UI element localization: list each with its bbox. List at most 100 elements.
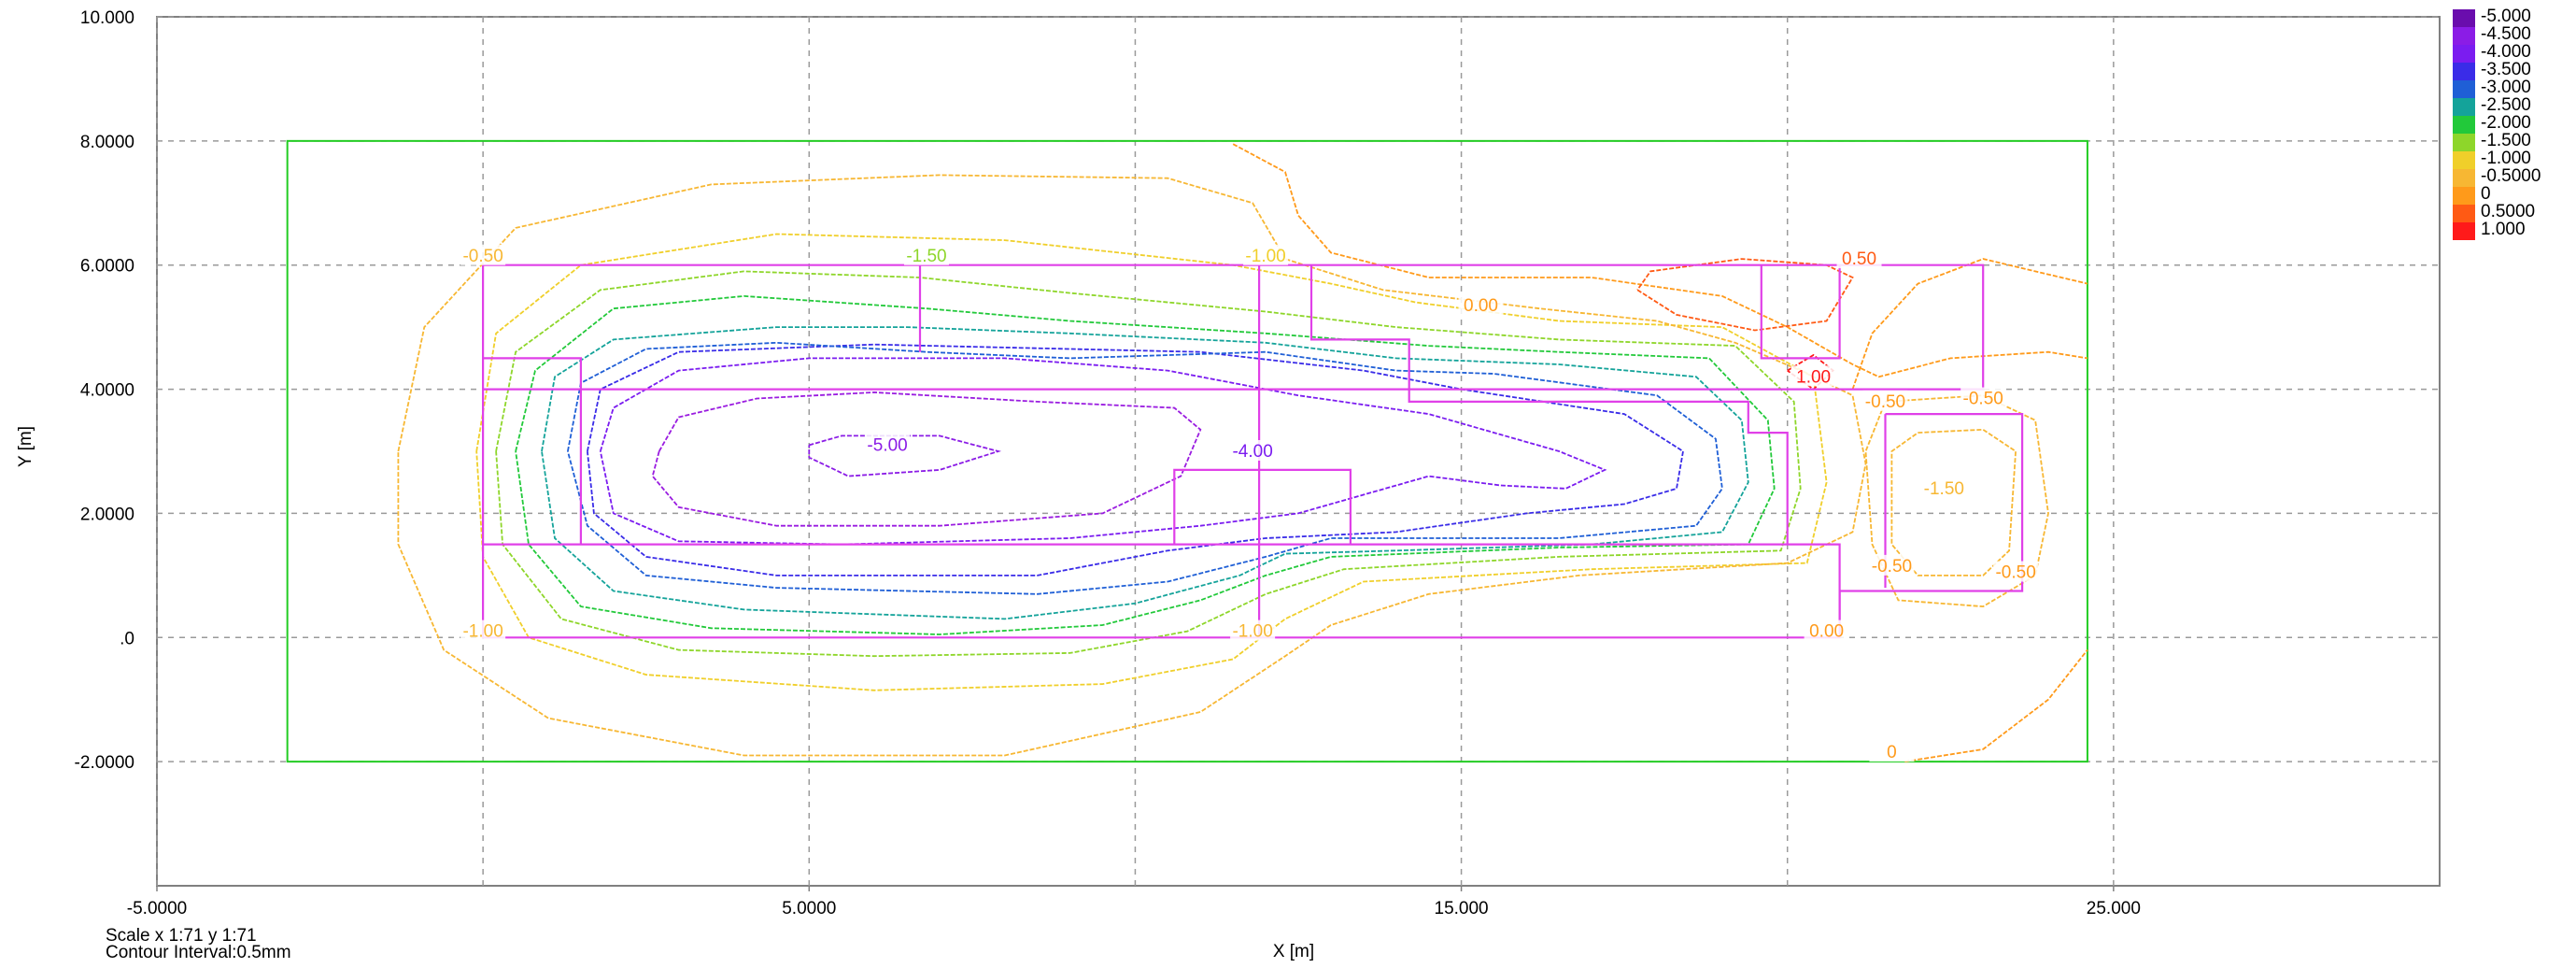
scale-readout: Scale x 1:71 y 1:71 bbox=[106, 926, 257, 946]
contour-line bbox=[1232, 143, 2088, 378]
contour-label-bg bbox=[1230, 619, 1276, 641]
contour-interval-readout: Contour Interval:0.5mm bbox=[106, 943, 291, 962]
legend-swatch bbox=[2453, 98, 2475, 116]
contour-label-bg bbox=[1804, 619, 1849, 641]
legend-swatch bbox=[2453, 9, 2475, 27]
structure-outline bbox=[483, 357, 582, 545]
contour-line bbox=[1851, 258, 2088, 390]
contour-line bbox=[1904, 649, 2088, 762]
contour-label-bg bbox=[460, 619, 506, 641]
contour-label-bg bbox=[1243, 244, 1289, 265]
contour-line bbox=[541, 326, 1749, 620]
legend: -5.000-4.500-4.000-3.500-3.000-2.500-2.0… bbox=[2453, 7, 2541, 240]
legend-label: -1.000 bbox=[2481, 149, 2531, 168]
legend-label: -4.500 bbox=[2481, 24, 2531, 44]
legend-swatch bbox=[2453, 134, 2475, 151]
x-tick-label: 15.000 bbox=[1435, 899, 1489, 918]
legend-swatch bbox=[2453, 27, 2475, 45]
contour-label: 1.00 bbox=[1796, 367, 1831, 387]
contour-line bbox=[587, 343, 1684, 577]
contour-label: -0.50 bbox=[1872, 557, 1912, 577]
contour-label-bg bbox=[865, 434, 911, 455]
y-tick-label: .0 bbox=[120, 629, 134, 648]
contour-label: -0.50 bbox=[1963, 390, 2003, 409]
legend-label: 0 bbox=[2481, 184, 2491, 204]
contour-label-bg bbox=[1921, 477, 1967, 498]
plot-frame bbox=[156, 16, 2441, 887]
contour-line bbox=[599, 357, 1607, 546]
x-axis-label: X [m] bbox=[1273, 942, 1314, 961]
contour-label-bg bbox=[903, 244, 949, 265]
structure-outline bbox=[483, 543, 1841, 638]
legend-swatch bbox=[2453, 222, 2475, 240]
legend-swatch bbox=[2453, 80, 2475, 98]
contour-line bbox=[515, 294, 1776, 635]
x-tick-label: 25.000 bbox=[2087, 899, 2141, 918]
legend-label: -1.500 bbox=[2481, 131, 2531, 150]
contour-line bbox=[567, 341, 1723, 595]
y-tick-label: 8.0000 bbox=[80, 133, 134, 152]
y-axis-label: Y [m] bbox=[16, 426, 35, 467]
y-tick-label: 2.0000 bbox=[80, 505, 134, 524]
contour-line bbox=[495, 270, 1802, 658]
x-tick-label: 5.0000 bbox=[782, 899, 836, 918]
structure-outline bbox=[1309, 264, 1789, 545]
contour-label: 0.50 bbox=[1842, 249, 1876, 269]
contour-label-bg bbox=[1862, 390, 1908, 411]
contour-label-bg bbox=[1458, 293, 1504, 315]
contour-label: -1.00 bbox=[1232, 622, 1272, 642]
structure-outline bbox=[1760, 264, 1841, 360]
structure-outline bbox=[1173, 468, 1352, 545]
legend-swatch bbox=[2453, 45, 2475, 63]
contour-label-bg bbox=[1869, 741, 1915, 762]
contour-label-bg bbox=[1960, 387, 2006, 408]
contour-line bbox=[397, 174, 1867, 757]
contour-label: -1.00 bbox=[1245, 247, 1285, 266]
boundary-layer bbox=[286, 139, 2088, 763]
legend-label: -0.5000 bbox=[2481, 166, 2541, 186]
contour-label-layer: -5.00 -4.00 -1.50 -1.50 -1.00 -0.50 0.00 0 0.50 1… bbox=[460, 244, 2039, 762]
legend-label: -5.000 bbox=[2481, 7, 2531, 26]
plot-area: -5.00 -4.00 -1.50 -1.50 -1.00 -0.50 0.00 0 0.50 1… bbox=[156, 16, 2441, 887]
y-axis-ticks: 10.000 8.0000 6.0000 4.0000 2.0000 .0 -2.0000 bbox=[75, 8, 134, 773]
x-axis-ticks: -5.0000 5.0000 15.000 25.000 bbox=[127, 886, 2141, 918]
contour-label-bg bbox=[1993, 561, 2039, 582]
contour-label: -0.50 bbox=[1995, 563, 2035, 583]
legend-swatch bbox=[2453, 169, 2475, 187]
contour-line bbox=[651, 391, 1202, 527]
legend-label: -2.000 bbox=[2481, 113, 2531, 133]
legend-label: -4.000 bbox=[2481, 42, 2531, 62]
contour-label: -0.50 bbox=[1865, 392, 1905, 412]
y-tick-label: 6.0000 bbox=[80, 257, 134, 277]
contour-label: -1.50 bbox=[906, 247, 946, 266]
contour-label-bg bbox=[1790, 365, 1836, 387]
legend-swatch bbox=[2453, 116, 2475, 134]
legend-label: 0.5000 bbox=[2481, 202, 2535, 221]
legend-swatch bbox=[2453, 63, 2475, 80]
y-tick-label: 10.000 bbox=[80, 8, 134, 28]
legend-label: -3.500 bbox=[2481, 60, 2531, 79]
legend-label: -3.000 bbox=[2481, 78, 2531, 97]
legend-swatch bbox=[2453, 205, 2475, 222]
contour-label: -1.50 bbox=[1924, 479, 1964, 499]
contour-line bbox=[475, 233, 1828, 691]
legend-swatch bbox=[2453, 151, 2475, 169]
contour-label: -4.00 bbox=[1232, 442, 1272, 462]
boundary-rect bbox=[286, 139, 2088, 763]
structure-outline bbox=[483, 263, 1985, 391]
contour-label: 0.00 bbox=[1809, 622, 1844, 642]
contour-label: -5.00 bbox=[867, 435, 907, 455]
legend-label: -2.500 bbox=[2481, 95, 2531, 115]
contour-line bbox=[1890, 428, 2017, 577]
contour-line bbox=[808, 434, 1002, 477]
y-tick-label: -2.0000 bbox=[75, 753, 134, 773]
x-tick-label: -5.0000 bbox=[127, 899, 187, 918]
contour-label: 0 bbox=[1887, 743, 1897, 762]
contour-label: -1.00 bbox=[462, 622, 502, 642]
contour-label-bg bbox=[1836, 248, 1882, 269]
legend-label: 1.000 bbox=[2481, 220, 2526, 239]
y-tick-label: 4.0000 bbox=[80, 381, 134, 401]
contour-label-bg bbox=[460, 244, 506, 265]
contour-label-bg bbox=[1230, 440, 1276, 461]
